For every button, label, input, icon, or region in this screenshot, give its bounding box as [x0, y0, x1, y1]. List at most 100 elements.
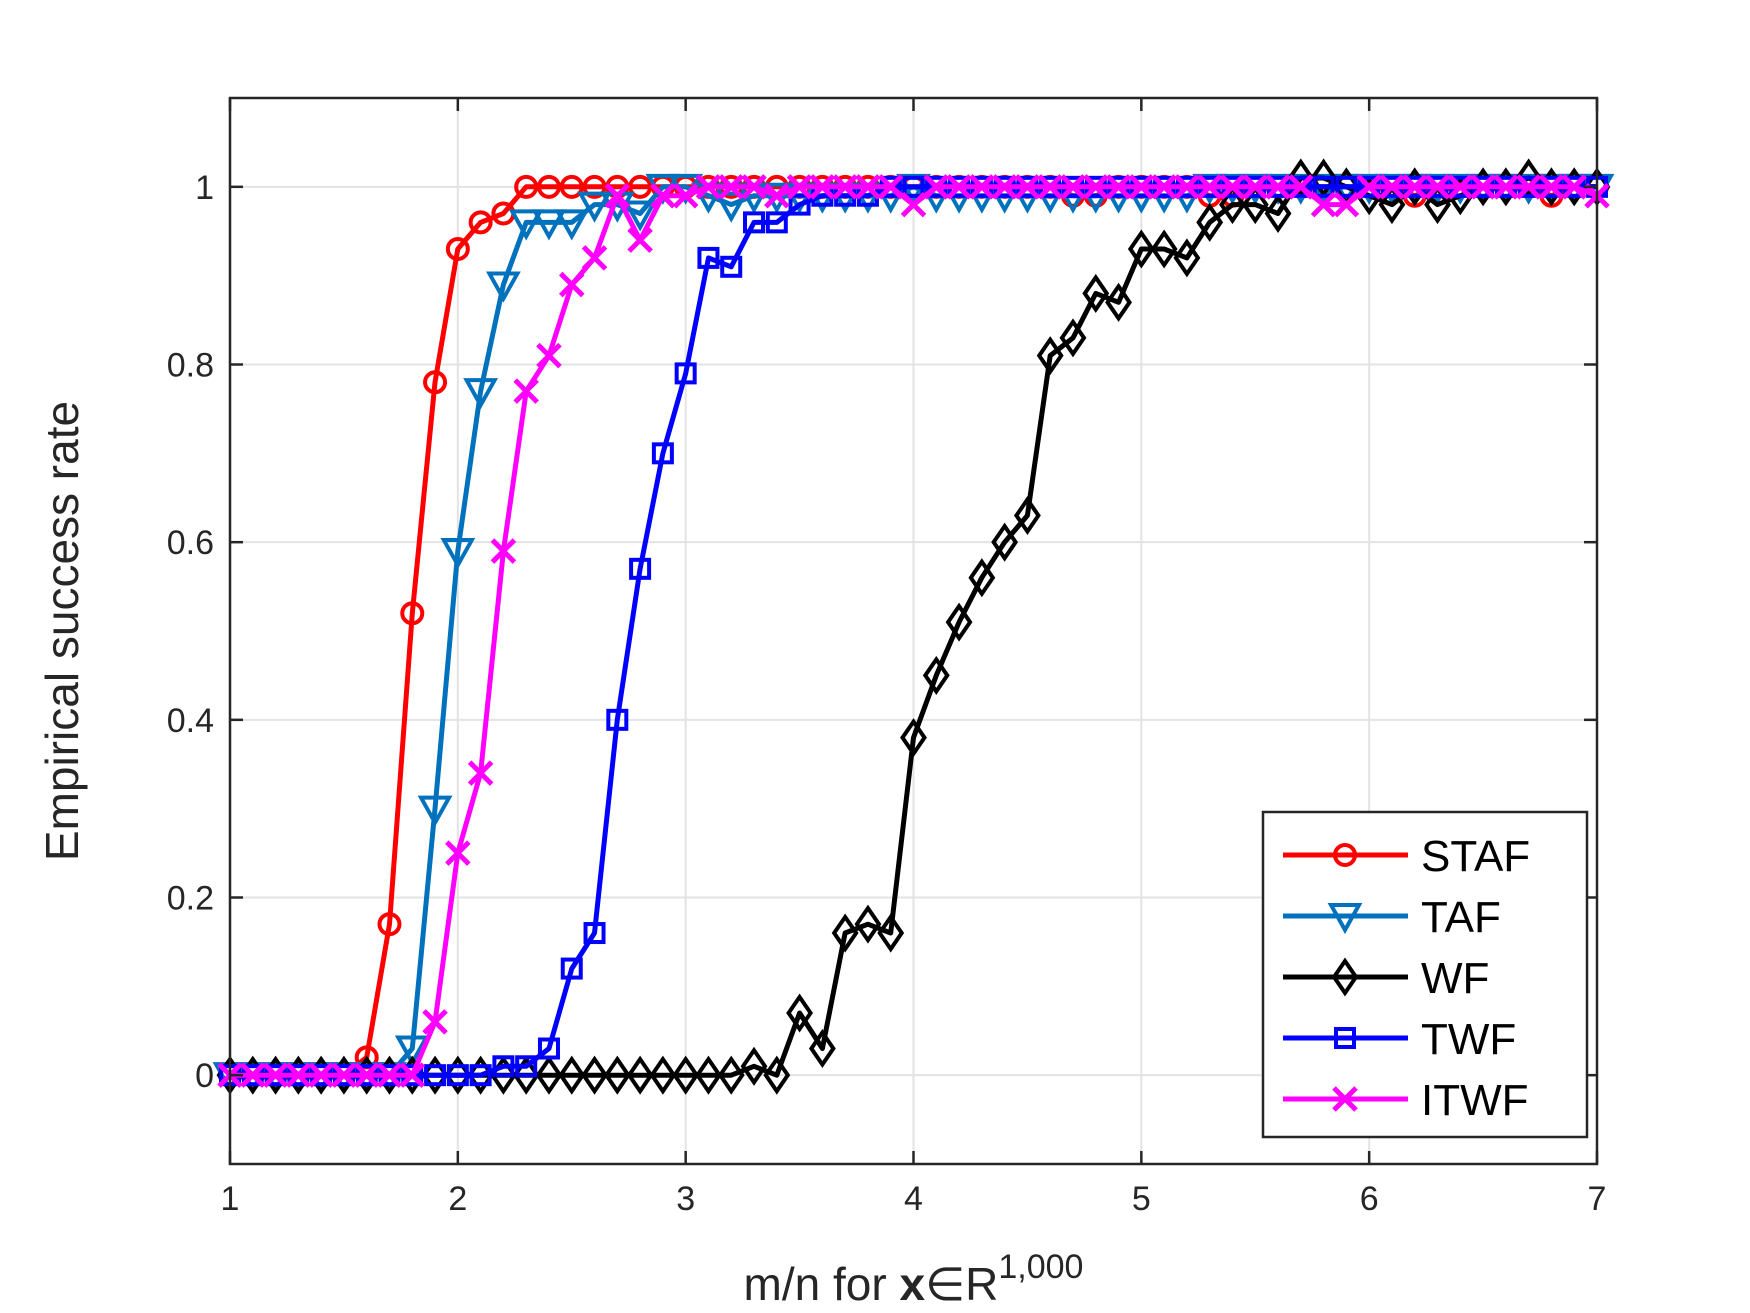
- data-point-itwf: [1083, 174, 1109, 200]
- legend-label: TAF: [1421, 893, 1501, 942]
- data-point-wf: [945, 602, 973, 642]
- data-point-itwf: [786, 174, 813, 200]
- data-point-itwf: [399, 1062, 426, 1088]
- data-point-staf: [582, 174, 607, 199]
- data-point-itwf: [353, 1062, 380, 1088]
- data-point-wf: [535, 1055, 563, 1095]
- data-point-wf: [831, 913, 859, 953]
- data-point-itwf: [1288, 174, 1314, 200]
- data-point-twf: [446, 1064, 469, 1087]
- data-point-itwf: [900, 191, 927, 218]
- data-point-itwf: [1219, 174, 1246, 200]
- data-point-wf: [1264, 193, 1292, 234]
- legend-item-wf: WF: [1283, 954, 1489, 1003]
- data-point-taf: [508, 209, 544, 241]
- data-point-twf: [720, 255, 743, 278]
- data-point-wf: [581, 1055, 608, 1095]
- data-point-itwf: [1515, 174, 1542, 200]
- data-point-twf: [651, 442, 674, 465]
- x-tick-label: 2: [448, 1180, 467, 1218]
- data-point-taf: [417, 795, 453, 827]
- data-point-taf: [394, 1035, 430, 1067]
- data-point-twf: [583, 922, 606, 945]
- data-point-twf: [902, 175, 925, 198]
- data-point-wf: [900, 718, 927, 758]
- data-point-twf: [492, 1055, 515, 1078]
- series-itwf: [217, 174, 1610, 1088]
- data-point-itwf: [1174, 174, 1200, 200]
- data-point-wf: [672, 1055, 700, 1095]
- data-point-itwf: [946, 174, 972, 200]
- data-point-wf: [1105, 282, 1132, 322]
- data-point-staf: [377, 912, 402, 937]
- data-point-wf: [786, 993, 814, 1033]
- data-point-itwf: [718, 174, 745, 200]
- data-point-twf: [537, 1037, 560, 1060]
- data-point-itwf: [1401, 174, 1428, 200]
- data-point-wf: [1082, 273, 1110, 313]
- data-point-itwf: [513, 378, 539, 404]
- data-point-taf: [531, 209, 567, 241]
- data-point-itwf: [741, 174, 767, 200]
- data-point-itwf: [581, 245, 608, 271]
- x-tick-label: 5: [1132, 1180, 1151, 1218]
- y-axis-label: Empirical success rate: [36, 401, 88, 861]
- legend-item-twf: TWF: [1283, 1015, 1516, 1064]
- data-point-itwf: [1333, 191, 1360, 218]
- data-point-itwf: [855, 174, 881, 200]
- data-point-twf: [606, 708, 629, 731]
- y-tick-label: 0: [195, 1057, 214, 1095]
- data-point-wf: [1127, 229, 1155, 269]
- legend-label: WF: [1421, 954, 1489, 1003]
- data-point-itwf: [1037, 174, 1063, 200]
- data-point-twf: [560, 957, 583, 980]
- data-point-twf: [788, 193, 811, 216]
- x-axis-label: m/n for x∈R1,000: [744, 1248, 1084, 1310]
- x-tick-label: 4: [904, 1180, 923, 1218]
- data-point-wf: [808, 1028, 836, 1069]
- data-point-itwf: [558, 271, 585, 298]
- legend-item-itwf: ITWF: [1283, 1076, 1529, 1125]
- data-point-wf: [968, 558, 996, 598]
- data-point-wf: [1424, 185, 1451, 225]
- x-tick-label: 3: [676, 1180, 695, 1218]
- data-point-wf: [1241, 185, 1269, 225]
- data-point-itwf: [1196, 174, 1223, 200]
- legend-label: TWF: [1421, 1015, 1516, 1064]
- data-point-itwf: [285, 1062, 312, 1088]
- data-point-twf: [515, 1055, 538, 1078]
- data-point-staf: [536, 174, 561, 199]
- data-point-itwf: [923, 174, 950, 200]
- data-point-staf: [468, 210, 493, 235]
- legend-swatch-marker: [1332, 1086, 1358, 1112]
- data-point-itwf: [308, 1062, 334, 1088]
- data-point-itwf: [1242, 174, 1269, 200]
- data-point-taf: [440, 538, 476, 570]
- y-tick-label: 0.2: [167, 880, 214, 918]
- legend-swatch-marker: [1333, 843, 1357, 867]
- data-point-wf: [1013, 495, 1041, 536]
- legend-items: STAF TAF WF TWF ITWF: [1283, 832, 1530, 1125]
- legend-item-staf: STAF: [1283, 832, 1530, 881]
- data-point-itwf: [467, 760, 494, 786]
- data-point-itwf: [695, 174, 722, 200]
- data-point-staf: [514, 174, 539, 199]
- data-point-itwf: [1151, 174, 1177, 200]
- data-point-itwf: [1105, 174, 1132, 200]
- data-point-itwf: [1470, 174, 1496, 200]
- data-point-itwf: [1447, 174, 1474, 200]
- data-point-twf: [424, 1064, 447, 1087]
- data-point-itwf: [764, 182, 790, 209]
- y-tick-label: 0.6: [167, 524, 214, 562]
- data-point-twf: [1335, 175, 1358, 198]
- legend-swatch-marker: [1334, 1027, 1356, 1049]
- data-point-wf: [1173, 238, 1201, 278]
- x-tick-label: 1: [221, 1180, 240, 1218]
- data-point-itwf: [672, 182, 699, 209]
- data-point-itwf: [1265, 174, 1291, 200]
- data-point-wf: [649, 1055, 677, 1095]
- data-point-wf: [1150, 229, 1178, 269]
- data-point-staf: [628, 174, 653, 199]
- series-layer: [212, 158, 1615, 1095]
